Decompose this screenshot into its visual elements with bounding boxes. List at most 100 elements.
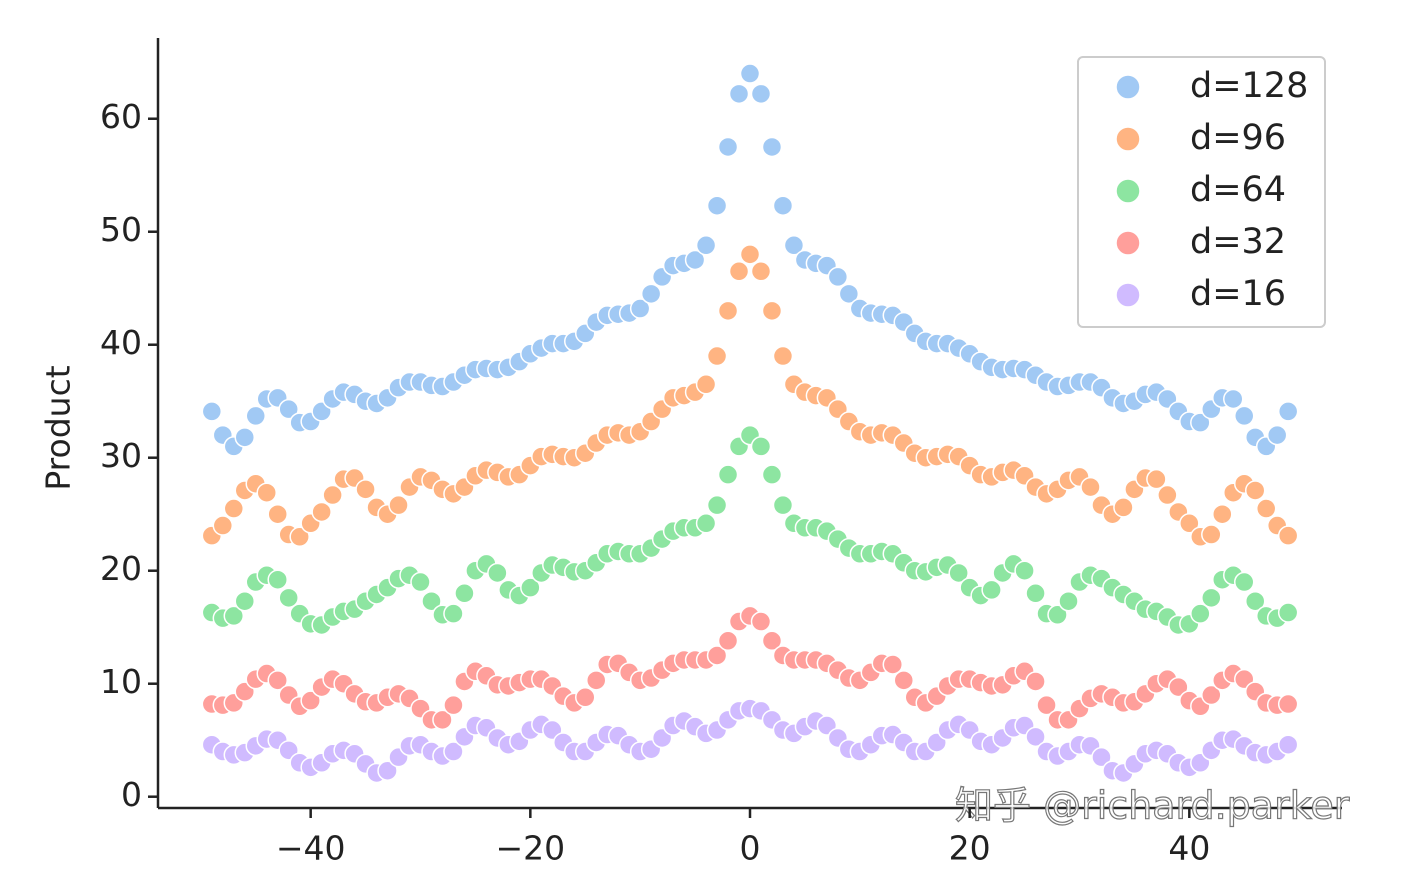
scatter-point	[772, 345, 794, 367]
y-tick-label: 60	[100, 97, 142, 136]
scatter-point	[750, 436, 772, 457]
legend-marker	[1115, 178, 1141, 204]
y-tick-label: 10	[100, 662, 142, 701]
scatter-point	[234, 590, 256, 612]
scatter-point	[1244, 480, 1266, 501]
legend-label: d=128	[1190, 66, 1308, 106]
y-axis-label: Product	[39, 365, 78, 490]
scatter-point	[1157, 484, 1178, 506]
scatter-point	[487, 562, 508, 584]
scatter-point	[761, 300, 783, 322]
scatter-point	[684, 249, 706, 271]
scatter-point	[629, 298, 651, 319]
scatter-point	[267, 503, 288, 525]
scatter-point	[640, 283, 662, 305]
scatter-point	[1168, 676, 1189, 698]
x-tick-label: 20	[949, 829, 991, 868]
scatter-point	[234, 427, 256, 448]
legend: d=128 d=96 d=64 d=32 d=16	[1115, 66, 1308, 314]
scatter-point	[882, 654, 904, 675]
scatter-point	[1190, 603, 1211, 624]
scatter-point	[1277, 734, 1299, 755]
scatter-point	[410, 571, 431, 593]
scatter-point	[223, 498, 245, 519]
x-tick-label: −40	[276, 829, 346, 868]
scatter-point	[1047, 604, 1068, 626]
scatter-point	[772, 195, 794, 216]
scatter-point	[695, 513, 717, 534]
scatter-point	[761, 464, 783, 485]
scatter-point	[311, 501, 332, 523]
scatter-point	[717, 464, 739, 485]
legend-marker	[1115, 230, 1141, 256]
scatter-point	[739, 244, 761, 265]
legend-marker	[1115, 126, 1141, 152]
scatter-point	[1146, 468, 1167, 490]
legend-box	[1077, 56, 1326, 328]
scatter-point	[1036, 694, 1057, 716]
scatter-point	[443, 603, 464, 624]
scatter-point	[1179, 513, 1200, 534]
scatter-point	[783, 235, 805, 256]
scatter-point	[1223, 388, 1244, 410]
scatter-point	[1025, 671, 1046, 692]
scatter-point	[717, 630, 739, 652]
legend-label: d=16	[1190, 274, 1286, 314]
scatter-point	[256, 482, 277, 503]
scatter-point	[432, 709, 453, 731]
scatter-point	[1277, 525, 1299, 546]
scatter-point	[706, 645, 728, 666]
scatter-point	[750, 611, 772, 632]
scatter-point	[443, 694, 464, 716]
scatter-point	[223, 605, 245, 627]
scatter-point	[289, 526, 310, 548]
scatter-point	[1201, 684, 1222, 706]
scatter-point	[1255, 498, 1277, 519]
scatter-point	[1212, 503, 1233, 525]
scatter-point	[520, 577, 541, 598]
scatter-point	[981, 579, 1002, 601]
scatter-point	[245, 405, 267, 427]
plot-area	[201, 63, 1299, 784]
scatter-point	[728, 83, 750, 105]
scatter-point	[278, 398, 299, 420]
scatter-point	[893, 670, 915, 691]
scatter-point	[706, 494, 728, 516]
scatter-point	[948, 562, 969, 584]
scatter-point	[1025, 583, 1046, 604]
scatter-point	[706, 345, 728, 367]
scatter-point	[322, 484, 343, 506]
legend-label: d=64	[1190, 170, 1286, 210]
scatter-point	[300, 690, 321, 711]
scatter-point	[1201, 587, 1222, 609]
legend-marker	[1115, 282, 1141, 308]
scatter-point	[267, 569, 288, 590]
scatter-point	[454, 583, 475, 604]
scatter-point	[388, 494, 409, 516]
scatter-point	[355, 479, 376, 500]
scatter-point	[772, 494, 794, 516]
x-tick-label: −20	[496, 829, 566, 868]
scatter-point	[1233, 405, 1255, 427]
x-tick-label: 0	[740, 829, 761, 868]
scatter-point	[443, 741, 464, 762]
legend-label: d=32	[1190, 222, 1286, 262]
scatter-point	[750, 83, 772, 105]
scatter-point	[717, 136, 739, 158]
scatter-point	[575, 687, 596, 708]
scatter-point	[1201, 524, 1222, 545]
y-tick-label: 30	[100, 436, 142, 475]
legend-marker	[1115, 74, 1141, 100]
scatter-point	[278, 587, 299, 609]
scatter-point	[728, 261, 750, 282]
x-tick-label: 40	[1168, 829, 1210, 868]
y-tick-label: 50	[100, 210, 142, 249]
scatter-point	[1277, 602, 1299, 623]
scatter-point	[201, 401, 223, 422]
scatter-point	[1233, 571, 1255, 593]
scatter-point	[1277, 401, 1299, 422]
scatter-point	[1025, 726, 1046, 748]
scatter-point	[585, 670, 607, 691]
scatter-point	[761, 630, 783, 652]
